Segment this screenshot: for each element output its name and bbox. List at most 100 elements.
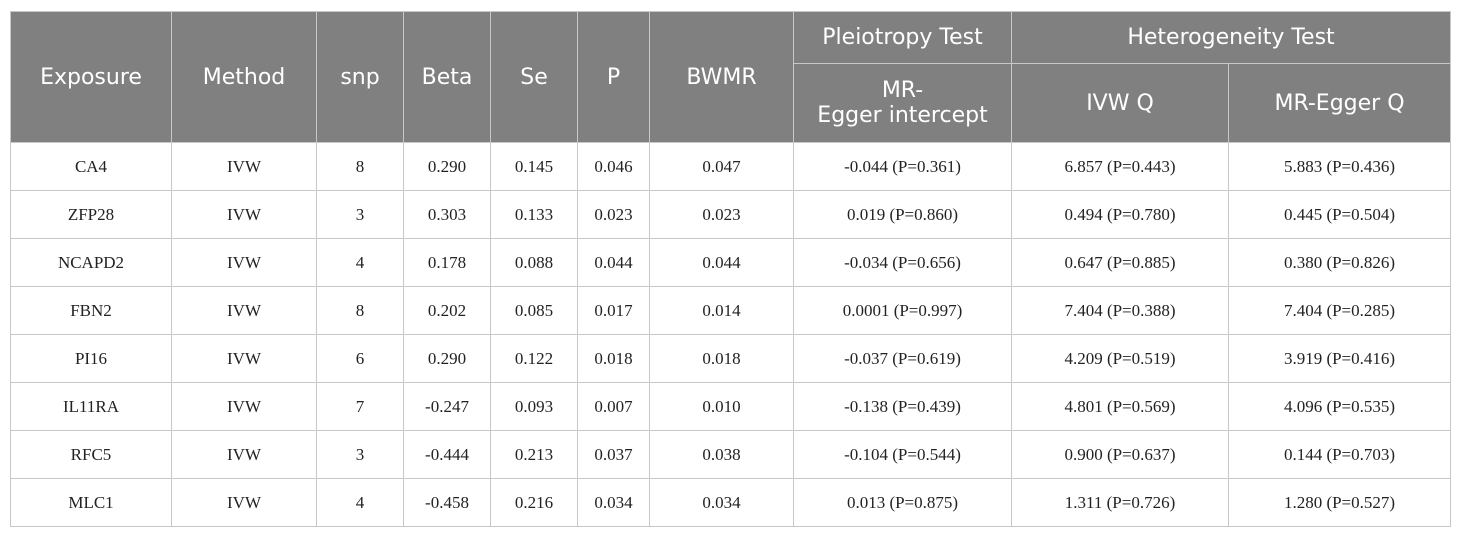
header-bwmr: BWMR [649,11,794,143]
table-row: NCAPD2 IVW 4 0.178 0.088 0.044 0.044 -0.… [10,238,1452,287]
cell-bwmr: 0.047 [649,142,794,191]
cell-mr-egger-q: 1.280 (P=0.527) [1227,478,1452,527]
cell-snp: 7 [316,382,404,431]
cell-bwmr: 0.038 [649,430,794,479]
cell-se: 0.216 [490,478,578,527]
header-beta: Beta [403,11,491,143]
cell-beta: -0.247 [403,382,491,431]
cell-snp: 4 [316,478,404,527]
header-method: Method [171,11,317,143]
cell-egger-intercept: -0.138 (P=0.439) [793,382,1012,431]
cell-beta: 0.290 [403,142,491,191]
table-row: CA4 IVW 8 0.290 0.145 0.046 0.047 -0.044… [10,142,1452,191]
cell-egger-intercept: -0.037 (P=0.619) [793,334,1012,383]
header-row-sub: MR- Egger intercept IVW Q MR-Egger Q [11,63,1452,143]
cell-exposure: PI16 [10,334,172,383]
cell-mr-egger-q: 7.404 (P=0.285) [1227,286,1452,335]
header-mr-egger-intercept-line2: Egger intercept [817,103,988,128]
cell-ivw-q: 0.900 (P=0.637) [1011,430,1229,479]
cell-exposure: IL11RA [10,382,172,431]
cell-beta: 0.178 [403,238,491,287]
cell-snp: 3 [316,430,404,479]
cell-ivw-q: 7.404 (P=0.388) [1011,286,1229,335]
cell-exposure: NCAPD2 [10,238,172,287]
cell-egger-intercept: 0.013 (P=0.875) [793,478,1012,527]
header-se: Se [490,11,578,143]
cell-bwmr: 0.014 [649,286,794,335]
cell-method: IVW [171,190,317,239]
cell-beta: 0.290 [403,334,491,383]
header-pleiotropy-test: Pleiotropy Test [793,11,1012,64]
cell-bwmr: 0.023 [649,190,794,239]
cell-ivw-q: 0.494 (P=0.780) [1011,190,1229,239]
table-row: FBN2 IVW 8 0.202 0.085 0.017 0.014 0.000… [10,286,1452,335]
results-table: Exposure Method snp Beta Se P BWMR Pleio… [10,11,1452,527]
cell-method: IVW [171,382,317,431]
cell-method: IVW [171,142,317,191]
cell-ivw-q: 1.311 (P=0.726) [1011,478,1229,527]
cell-ivw-q: 6.857 (P=0.443) [1011,142,1229,191]
cell-snp: 3 [316,190,404,239]
cell-se: 0.133 [490,190,578,239]
cell-snp: 4 [316,238,404,287]
cell-egger-intercept: -0.044 (P=0.361) [793,142,1012,191]
table-row: RFC5 IVW 3 -0.444 0.213 0.037 0.038 -0.1… [10,430,1452,479]
cell-beta: 0.202 [403,286,491,335]
cell-bwmr: 0.034 [649,478,794,527]
cell-exposure: RFC5 [10,430,172,479]
cell-mr-egger-q: 0.445 (P=0.504) [1227,190,1452,239]
cell-mr-egger-q: 5.883 (P=0.436) [1227,142,1452,191]
cell-exposure: CA4 [10,142,172,191]
table-header: Exposure Method snp Beta Se P BWMR Pleio… [10,11,1452,143]
cell-p: 0.017 [577,286,650,335]
cell-exposure: MLC1 [10,478,172,527]
header-p: P [577,11,650,143]
header-snp: snp [316,11,404,143]
cell-ivw-q: 0.647 (P=0.885) [1011,238,1229,287]
table-body: CA4 IVW 8 0.290 0.145 0.046 0.047 -0.044… [10,142,1452,527]
cell-egger-intercept: 0.019 (P=0.860) [793,190,1012,239]
cell-ivw-q: 4.209 (P=0.519) [1011,334,1229,383]
cell-bwmr: 0.010 [649,382,794,431]
cell-mr-egger-q: 3.919 (P=0.416) [1227,334,1452,383]
cell-bwmr: 0.044 [649,238,794,287]
cell-egger-intercept: -0.034 (P=0.656) [793,238,1012,287]
cell-p: 0.046 [577,142,650,191]
cell-bwmr: 0.018 [649,334,794,383]
cell-p: 0.007 [577,382,650,431]
cell-egger-intercept: 0.0001 (P=0.997) [793,286,1012,335]
cell-p: 0.037 [577,430,650,479]
cell-mr-egger-q: 0.380 (P=0.826) [1227,238,1452,287]
cell-beta: -0.458 [403,478,491,527]
header-exposure: Exposure [10,11,172,143]
cell-se: 0.122 [490,334,578,383]
cell-method: IVW [171,334,317,383]
cell-p: 0.044 [577,238,650,287]
cell-beta: -0.444 [403,430,491,479]
cell-ivw-q: 4.801 (P=0.569) [1011,382,1229,431]
cell-se: 0.213 [490,430,578,479]
cell-method: IVW [171,286,317,335]
cell-snp: 8 [316,286,404,335]
cell-exposure: FBN2 [10,286,172,335]
header-mr-egger-intercept-line1: MR- [881,78,924,103]
cell-se: 0.085 [490,286,578,335]
cell-se: 0.088 [490,238,578,287]
cell-se: 0.093 [490,382,578,431]
cell-method: IVW [171,430,317,479]
header-ivw-q: IVW Q [1011,63,1229,143]
cell-mr-egger-q: 0.144 (P=0.703) [1227,430,1452,479]
cell-p: 0.018 [577,334,650,383]
cell-mr-egger-q: 4.096 (P=0.535) [1227,382,1452,431]
header-heterogeneity-test: Heterogeneity Test [1010,11,1452,64]
header-mr-egger-q: MR-Egger Q [1227,63,1452,143]
table-row: ZFP28 IVW 3 0.303 0.133 0.023 0.023 0.01… [10,190,1452,239]
cell-exposure: ZFP28 [10,190,172,239]
cell-beta: 0.303 [403,190,491,239]
cell-snp: 8 [316,142,404,191]
cell-method: IVW [171,478,317,527]
cell-p: 0.034 [577,478,650,527]
table-row: MLC1 IVW 4 -0.458 0.216 0.034 0.034 0.01… [10,478,1452,527]
cell-se: 0.145 [490,142,578,191]
cell-p: 0.023 [577,190,650,239]
